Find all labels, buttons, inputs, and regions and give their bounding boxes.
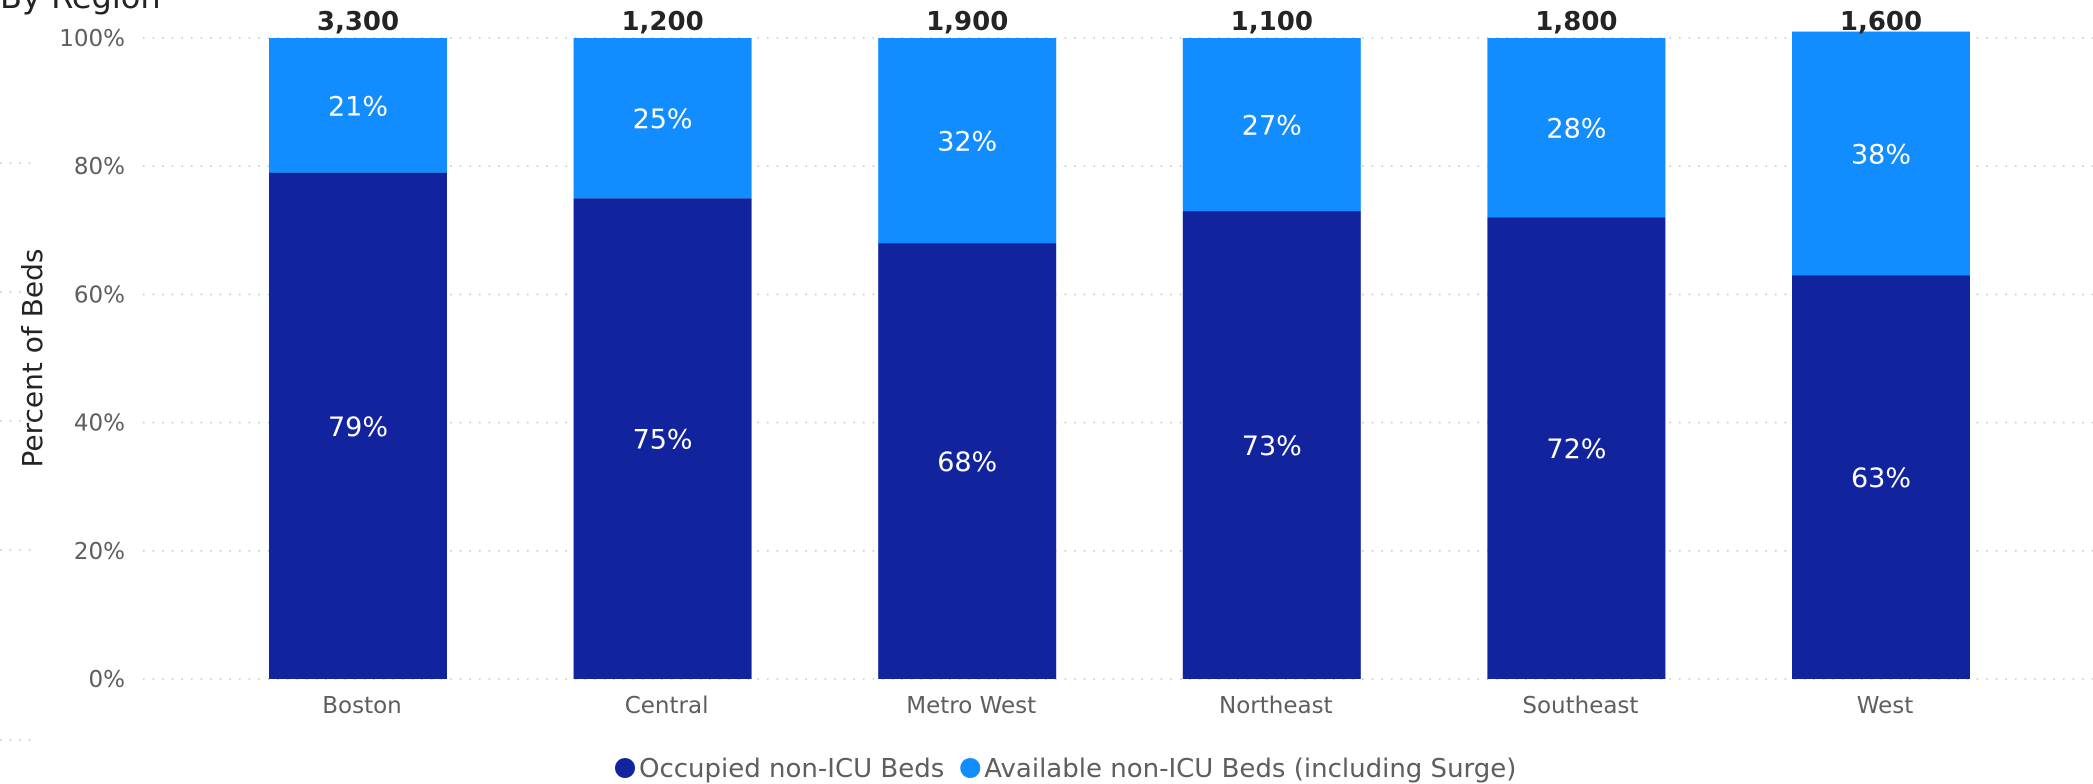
- x-category-label: Central: [625, 693, 709, 719]
- bar-data-label: 27%: [1242, 111, 1302, 142]
- legend-item-available[interactable]: Available non-ICU Beds (including Surge): [960, 754, 1516, 784]
- bar-data-label: 68%: [937, 447, 997, 478]
- bar-total-label: 1,800: [1535, 7, 1617, 37]
- legend-marker-icon: [615, 758, 635, 778]
- x-category-label: Southeast: [1522, 693, 1638, 719]
- bar-data-label: 72%: [1546, 434, 1606, 465]
- bar-occupied[interactable]: [573, 198, 752, 679]
- bar-occupied[interactable]: [1792, 275, 1970, 679]
- x-category-label: Boston: [322, 693, 402, 719]
- bar-occupied[interactable]: [1487, 217, 1666, 680]
- bar-data-label: 63%: [1851, 463, 1911, 494]
- bar-data-label: 75%: [633, 425, 693, 456]
- bar-available[interactable]: [1487, 38, 1666, 218]
- bar-available[interactable]: [878, 38, 1057, 244]
- bar-total-label: 1,600: [1840, 7, 1922, 37]
- legend-label: Occupied non-ICU Beds: [639, 754, 944, 784]
- bar-data-label: 25%: [633, 104, 693, 135]
- bar-occupied[interactable]: [878, 243, 1057, 679]
- bars: 79% 21% 3,300 75% 25% 1,200 68% 32% 1,900 73% 27% 1…: [269, 7, 1970, 680]
- bar-total-label: 1,100: [1231, 7, 1313, 37]
- y-tick-label: 100%: [59, 26, 125, 52]
- bar-data-label: 32%: [937, 127, 997, 158]
- bar-data-label: 73%: [1242, 431, 1302, 462]
- bar-data-label: 38%: [1851, 139, 1911, 170]
- x-axis-categories: Boston Central Metro West Northeast Southeas…: [322, 693, 1913, 719]
- y-tick-label: 40%: [74, 411, 125, 437]
- legend[interactable]: Occupied non-ICU Beds Available non-ICU B…: [615, 754, 1516, 784]
- gridlines: [0, 37, 2093, 741]
- bar-data-label: 21%: [328, 91, 388, 122]
- bar-available[interactable]: [1792, 31, 1970, 276]
- x-category-label: Northeast: [1219, 693, 1333, 719]
- y-axis-ticks: 0% 20% 40% 60% 80% 100%: [59, 26, 125, 693]
- bar-available[interactable]: [1182, 38, 1361, 212]
- bar-total-label: 1,900: [926, 7, 1008, 37]
- bar-occupied[interactable]: [269, 172, 447, 680]
- x-category-label: Metro West: [906, 693, 1036, 719]
- x-category-label: West: [1857, 693, 1914, 719]
- bar-total-label: 1,200: [621, 7, 703, 37]
- bar-data-label: 79%: [328, 412, 388, 443]
- legend-marker-icon: [960, 758, 981, 778]
- chart-title: By Region: [0, 0, 161, 16]
- legend-label: Available non-ICU Beds (including Surge): [984, 754, 1516, 784]
- y-tick-label: 60%: [74, 282, 125, 308]
- y-axis-title: Percent of Beds: [16, 249, 49, 468]
- bar-available[interactable]: [269, 38, 447, 173]
- bar-occupied[interactable]: [1182, 211, 1361, 679]
- bar-data-label: 28%: [1546, 114, 1606, 145]
- y-tick-label: 20%: [74, 539, 125, 565]
- y-tick-label: 0%: [89, 667, 126, 693]
- bar-available[interactable]: [573, 38, 752, 199]
- y-tick-label: 80%: [74, 154, 125, 180]
- bar-total-label: 3,300: [317, 7, 399, 37]
- legend-item-occupied[interactable]: Occupied non-ICU Beds: [615, 754, 944, 784]
